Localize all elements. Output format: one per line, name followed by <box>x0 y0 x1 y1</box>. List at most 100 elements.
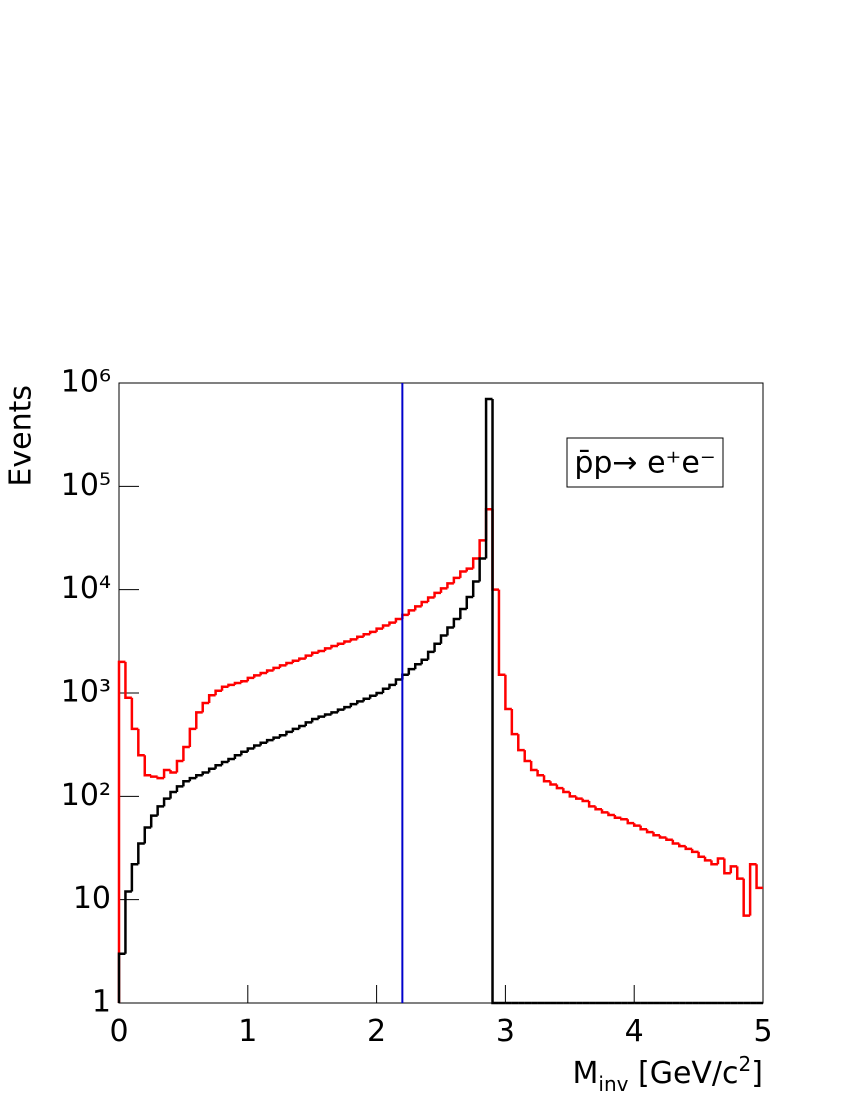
histogram-bin <box>201 771 210 776</box>
histogram-bin <box>336 642 345 646</box>
histogram-bin <box>330 644 338 649</box>
histogram-bin <box>600 809 609 814</box>
histogram-bin <box>285 730 293 736</box>
histogram-bin <box>388 683 396 689</box>
histogram-bin <box>162 768 171 779</box>
y-tick-label: 10⁶ <box>61 365 111 400</box>
histogram-bin <box>349 638 358 642</box>
histogram-bin <box>407 609 416 615</box>
histogram-bin <box>755 864 763 890</box>
histogram-bin <box>124 661 132 699</box>
histogram-bin <box>310 651 319 656</box>
histogram-bin <box>381 624 390 629</box>
histogram-bin <box>201 701 210 713</box>
histogram-bin <box>317 649 326 653</box>
histogram-bin <box>220 760 229 766</box>
x-title-part: 2 <box>739 1052 752 1076</box>
histogram-bin <box>420 658 429 665</box>
histogram-bin <box>246 676 255 682</box>
histogram-bin <box>478 539 487 559</box>
histogram-bin <box>130 697 139 731</box>
histogram-bin <box>156 805 165 816</box>
histogram-bin <box>317 715 326 720</box>
histogram-bin <box>426 650 435 660</box>
histogram-bin <box>433 642 441 652</box>
histogram-bin <box>452 576 461 584</box>
histogram-bin <box>188 776 197 782</box>
histogram-bin <box>536 769 545 777</box>
histogram-bin <box>413 662 422 670</box>
histogram-bin <box>523 750 532 763</box>
histogram-bin <box>143 826 152 844</box>
x-tick-label: 0 <box>109 1014 128 1049</box>
histogram-bin <box>278 664 287 668</box>
histogram-bin <box>671 839 680 845</box>
histogram-bin <box>574 796 583 800</box>
histogram-bin <box>484 397 493 559</box>
histogram-bin <box>491 399 499 1005</box>
histogram-bin <box>446 582 454 589</box>
histogram-bin <box>233 681 242 685</box>
histogram-bin <box>678 843 686 848</box>
histogram-bin <box>188 727 197 748</box>
histogram-bin <box>175 759 184 773</box>
histogram-bin <box>446 626 454 636</box>
histogram-bin <box>285 661 293 666</box>
histogram-bin <box>149 775 158 778</box>
histogram-bin <box>310 717 319 723</box>
histogram-bin <box>394 617 403 623</box>
histogram-bin <box>343 640 351 644</box>
histogram-bin <box>143 755 152 777</box>
histogram-bin <box>137 842 145 865</box>
histogram-bin <box>407 667 416 675</box>
histogram-bin <box>343 705 351 710</box>
x-tick-label: 4 <box>625 1014 644 1049</box>
histogram-bin <box>298 724 306 729</box>
histogram-bin <box>439 587 448 593</box>
histogram-bin <box>259 741 268 746</box>
histogram-bin <box>233 753 242 759</box>
histogram-bin <box>587 801 596 808</box>
histogram-bin <box>510 709 519 736</box>
histogram-bin <box>723 858 731 875</box>
histogram-bin <box>665 837 673 842</box>
x-tick-label: 1 <box>238 1014 257 1049</box>
histogram-bin <box>375 691 384 696</box>
histogram-bin <box>626 819 635 825</box>
x-tick-label: 2 <box>367 1014 386 1049</box>
histogram-bin <box>368 630 377 635</box>
histogram-bin <box>137 728 145 757</box>
histogram-bin <box>735 866 744 880</box>
x-tick-label: 3 <box>496 1014 515 1049</box>
histogram-bin <box>195 711 203 729</box>
histogram-bin <box>729 865 738 874</box>
histogram-bin <box>272 666 280 671</box>
histogram-bin <box>304 654 313 659</box>
histogram-bin <box>452 617 461 628</box>
histogram-bin <box>330 711 338 715</box>
histogram-bin <box>562 788 570 794</box>
histogram-bin <box>439 634 448 644</box>
histogram-bin <box>581 798 590 803</box>
histogram-bin <box>607 812 615 817</box>
histogram-bin <box>413 605 422 611</box>
histogram-bin <box>227 683 235 687</box>
histogram-bin <box>465 595 474 609</box>
histogram-bin <box>658 835 667 839</box>
histogram-bin <box>394 678 403 685</box>
histogram-bin <box>517 734 525 752</box>
histogram-bin <box>259 671 268 676</box>
histogram-bin <box>368 694 377 699</box>
histogram-bin <box>465 567 474 572</box>
histogram-bin <box>529 760 538 772</box>
histogram-bin <box>252 674 261 678</box>
histogram-bin <box>214 689 223 696</box>
x-title-part: M <box>573 1056 599 1091</box>
histogram-bin <box>130 863 139 892</box>
histogram-bin <box>298 657 306 661</box>
histogram-bin <box>362 633 371 637</box>
histogram-bin <box>220 685 229 691</box>
histogram-bin <box>690 848 699 854</box>
